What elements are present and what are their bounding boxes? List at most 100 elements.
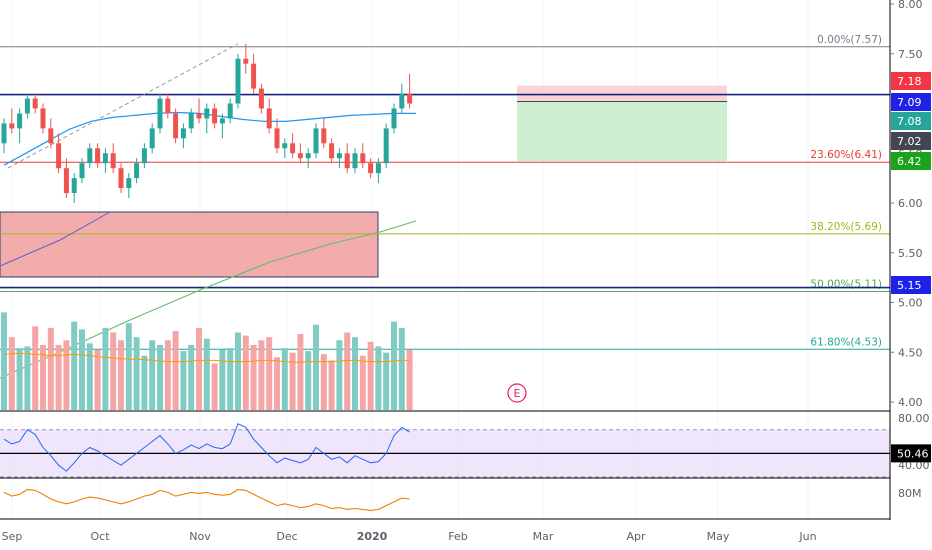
candle-body[interactable] xyxy=(17,113,23,129)
volume-bar[interactable] xyxy=(94,349,101,410)
volume-bar[interactable] xyxy=(274,357,280,410)
candle-body[interactable] xyxy=(407,93,413,104)
candle-body[interactable] xyxy=(212,108,218,124)
volume-bar[interactable] xyxy=(149,340,156,410)
volume-bar[interactable] xyxy=(180,351,187,410)
volume-bar[interactable] xyxy=(281,348,288,410)
volume-bar[interactable] xyxy=(196,327,202,410)
candle-body[interactable] xyxy=(63,168,69,194)
volume-bar[interactable] xyxy=(71,321,78,410)
candle-body[interactable] xyxy=(391,108,397,129)
candle-body[interactable] xyxy=(383,128,389,164)
candle-body[interactable] xyxy=(48,128,54,144)
volume-bar[interactable] xyxy=(118,340,124,410)
volume-bar[interactable] xyxy=(383,352,390,410)
volume-bar[interactable] xyxy=(55,344,62,410)
candle-body[interactable] xyxy=(227,103,233,119)
candle-body[interactable] xyxy=(313,128,319,154)
candle-body[interactable] xyxy=(329,143,335,159)
profit-zone[interactable] xyxy=(517,101,727,162)
candle-body[interactable] xyxy=(375,163,381,174)
volume-bar[interactable] xyxy=(16,348,23,410)
volume-bar[interactable] xyxy=(86,343,93,410)
volume-bar[interactable] xyxy=(313,324,319,410)
candle-body[interactable] xyxy=(243,58,249,64)
volume-bar[interactable] xyxy=(40,344,46,410)
candle-body[interactable] xyxy=(305,153,311,159)
earnings-marker[interactable]: E xyxy=(507,383,527,403)
volume-bar[interactable] xyxy=(375,346,382,410)
candle-body[interactable] xyxy=(360,153,366,164)
candle-body[interactable] xyxy=(56,143,62,169)
volume-bar[interactable] xyxy=(398,327,405,410)
volume-bar[interactable] xyxy=(47,327,54,410)
candle-body[interactable] xyxy=(165,98,171,114)
candle-body[interactable] xyxy=(297,153,303,159)
volume-bar[interactable] xyxy=(258,340,265,410)
volume-bar[interactable] xyxy=(305,351,312,410)
volume-bar[interactable] xyxy=(219,349,226,410)
volume-bar[interactable] xyxy=(1,312,7,410)
volume-bar[interactable] xyxy=(297,334,304,410)
volume-bar[interactable] xyxy=(289,352,296,410)
trend-line[interactable] xyxy=(7,43,239,169)
candle-body[interactable] xyxy=(71,178,77,194)
volume-bar[interactable] xyxy=(227,348,234,410)
volume-bar[interactable] xyxy=(367,341,374,410)
candle-body[interactable] xyxy=(290,143,296,154)
volume-bar[interactable] xyxy=(266,337,273,410)
volume-bar[interactable] xyxy=(203,338,210,410)
candle-body[interactable] xyxy=(282,143,288,149)
candle-body[interactable] xyxy=(368,163,374,174)
volume-bar[interactable] xyxy=(188,344,195,410)
candle-body[interactable] xyxy=(40,108,46,129)
supply-box[interactable] xyxy=(0,211,379,278)
candle-body[interactable] xyxy=(336,153,342,159)
candle-body[interactable] xyxy=(274,128,280,149)
candle-body[interactable] xyxy=(9,123,15,129)
volume-bar[interactable] xyxy=(250,344,257,410)
volume-bar[interactable] xyxy=(24,346,31,410)
candle-body[interactable] xyxy=(149,128,155,149)
candle-body[interactable] xyxy=(204,108,210,119)
candle-body[interactable] xyxy=(196,113,202,119)
volume-bar[interactable] xyxy=(164,340,171,410)
candle-body[interactable] xyxy=(173,113,179,139)
volume-bar[interactable] xyxy=(157,344,163,410)
volume-bar[interactable] xyxy=(63,340,70,410)
volume-bar[interactable] xyxy=(172,330,179,410)
candle-body[interactable] xyxy=(235,58,241,104)
candle-body[interactable] xyxy=(95,148,101,164)
volume-bar[interactable] xyxy=(352,337,358,410)
candle-body[interactable] xyxy=(134,163,140,179)
volume-bar[interactable] xyxy=(79,329,85,410)
volume-bar[interactable] xyxy=(344,332,351,411)
candle-body[interactable] xyxy=(399,93,405,109)
candle-body[interactable] xyxy=(188,113,194,129)
candle-body[interactable] xyxy=(126,178,132,189)
candle-body[interactable] xyxy=(157,98,163,129)
volume-bar[interactable] xyxy=(8,337,15,410)
earnings-marker-label[interactable]: E xyxy=(514,387,521,400)
candle-body[interactable] xyxy=(266,108,272,129)
volume-bar[interactable] xyxy=(359,355,366,410)
volume-bar[interactable] xyxy=(391,321,397,410)
candle-body[interactable] xyxy=(180,128,186,139)
volume-bar[interactable] xyxy=(328,360,335,410)
volume-bar[interactable] xyxy=(110,332,117,411)
volume-bar[interactable] xyxy=(32,326,39,410)
volume-bar[interactable] xyxy=(406,349,413,410)
candle-body[interactable] xyxy=(251,63,257,89)
candle-body[interactable] xyxy=(79,163,85,179)
candle-body[interactable] xyxy=(32,98,38,109)
volume-bar[interactable] xyxy=(242,335,249,410)
candle-body[interactable] xyxy=(1,123,7,144)
volume-bar[interactable] xyxy=(141,355,148,410)
candle-body[interactable] xyxy=(102,153,108,164)
candle-body[interactable] xyxy=(219,118,225,124)
earnings-marker-circle[interactable] xyxy=(507,383,527,403)
volume-bar[interactable] xyxy=(102,327,109,410)
candle-body[interactable] xyxy=(110,153,116,169)
candle-body[interactable] xyxy=(24,98,30,114)
volume-bar[interactable] xyxy=(125,323,132,410)
